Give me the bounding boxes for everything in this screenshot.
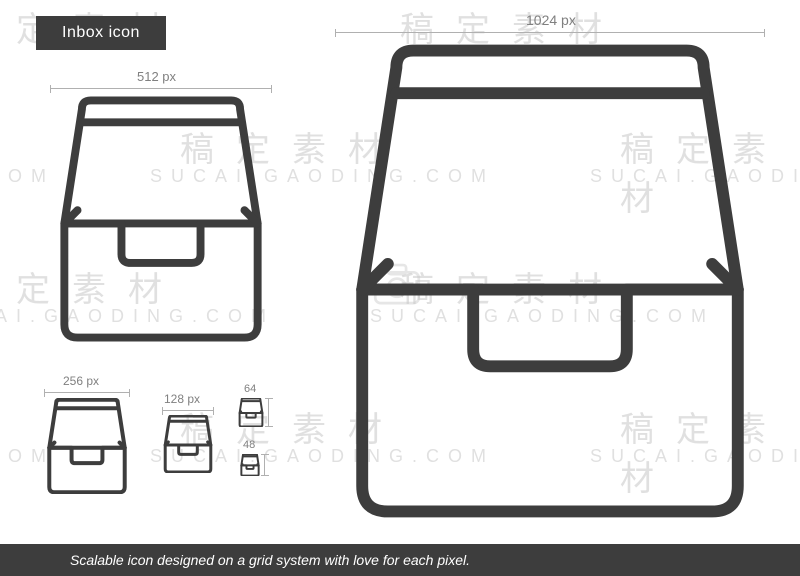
inbox-icon-256 (44, 398, 130, 494)
dimension-bracket-48 (264, 454, 265, 476)
dimension-bracket-128 (162, 410, 214, 411)
dimension-label-128: 128 px (164, 392, 200, 406)
inbox-icon-128 (162, 415, 214, 473)
footer-bar: Scalable icon designed on a grid system … (0, 544, 800, 576)
title-badge: Inbox icon (36, 16, 166, 50)
dimension-label-64: 64 (244, 383, 256, 395)
inbox-icon-64 (238, 398, 264, 427)
watermark-url: SUCAI.GAODING.COM (0, 166, 55, 187)
inbox-icon-512 (50, 96, 272, 342)
dimension-label-48: 48 (243, 439, 255, 451)
dimension-bracket-64 (268, 398, 269, 427)
dimension-bracket-256 (44, 392, 130, 393)
dimension-label-1024: 1024 px (526, 12, 576, 28)
dimension-label-256: 256 px (63, 374, 99, 388)
dimension-bracket-512 (50, 88, 272, 89)
dimension-bracket-1024 (335, 32, 765, 33)
dimension-label-512: 512 px (137, 69, 176, 84)
inbox-icon-1024 (335, 42, 765, 520)
inbox-icon-48 (240, 454, 260, 476)
icon-spec-sheet: 稿定素材稿定素材稿定素材稿定素材稿定素材稿定素材SUCAI.GAODING.CO… (0, 0, 800, 576)
